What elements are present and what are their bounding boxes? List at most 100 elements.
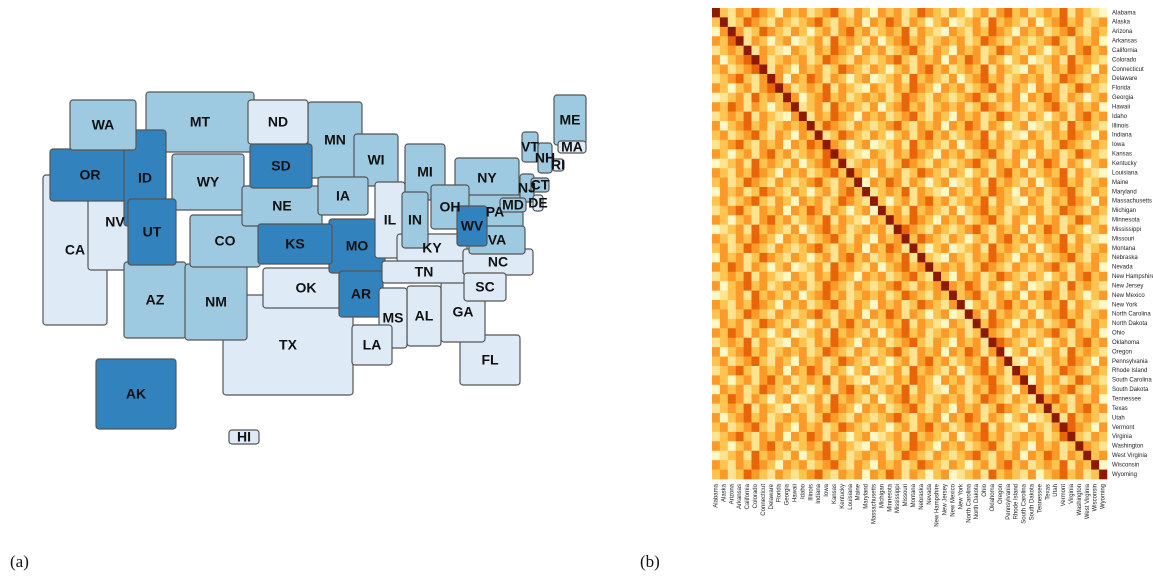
heat-cell xyxy=(972,365,981,376)
heat-cell xyxy=(767,375,776,386)
heat-cell xyxy=(814,55,823,65)
heat-cell xyxy=(838,55,847,65)
heat-cell xyxy=(1099,300,1108,310)
heat-cell xyxy=(1075,196,1084,207)
heat-cell xyxy=(870,177,879,188)
state-label: MA xyxy=(561,139,583,155)
heat-cell xyxy=(862,130,871,141)
heat-cell xyxy=(1051,36,1060,46)
heat-cell xyxy=(838,168,847,178)
heat-cell xyxy=(1028,83,1037,94)
heat-cell xyxy=(988,130,997,141)
heat-cell xyxy=(719,403,729,414)
row-label: Georgia xyxy=(1112,95,1134,101)
heat-cell xyxy=(893,422,902,433)
heat-cell xyxy=(814,262,823,273)
heat-cell xyxy=(1059,328,1068,338)
heat-cell xyxy=(719,290,729,301)
heat-cell xyxy=(743,121,752,131)
heat-cell xyxy=(822,337,831,348)
heat-cell xyxy=(1075,102,1084,112)
heat-cell xyxy=(1099,328,1108,338)
heat-cell xyxy=(925,365,934,376)
heat-cell xyxy=(1004,92,1013,103)
heat-cell xyxy=(1059,45,1068,56)
heat-cell xyxy=(1004,403,1013,414)
heat-cell xyxy=(949,431,958,442)
heat-cell xyxy=(846,337,855,348)
row-label: Kentucky xyxy=(1112,161,1137,167)
heat-cell xyxy=(783,234,792,244)
heat-cell xyxy=(727,290,736,301)
heat-cell xyxy=(972,234,981,244)
heat-cell xyxy=(964,441,973,452)
heat-cell xyxy=(727,168,736,178)
heat-cell xyxy=(933,186,942,197)
heat-cell xyxy=(719,337,729,348)
heat-cell xyxy=(933,318,942,329)
heat-cell xyxy=(806,290,815,301)
heat-cell xyxy=(830,177,839,188)
row-label: Massachusetts xyxy=(1112,199,1152,205)
heat-cell xyxy=(1099,205,1108,216)
state xyxy=(551,158,565,172)
state-label: NC xyxy=(488,254,508,270)
heat-cell xyxy=(791,186,800,197)
heat-cell xyxy=(1099,337,1108,348)
heat-cell xyxy=(719,83,729,94)
heat-cell xyxy=(727,186,736,197)
heat-cell xyxy=(1028,309,1037,320)
heat-cell xyxy=(956,441,966,452)
heat-cell xyxy=(996,252,1005,263)
heat-cell xyxy=(1091,450,1100,461)
heat-cell xyxy=(893,64,902,75)
heat-cell xyxy=(996,431,1005,442)
heat-cell xyxy=(933,102,942,112)
heat-cell xyxy=(877,252,887,263)
heat-cell xyxy=(814,347,823,357)
heat-cell xyxy=(917,111,926,122)
heat-cell xyxy=(830,318,839,329)
heat-cell xyxy=(917,205,926,216)
heat-cell xyxy=(956,205,966,216)
row-label: Michigan xyxy=(1112,208,1136,214)
heat-cell xyxy=(1075,130,1084,141)
heat-cell xyxy=(1075,460,1084,470)
heat-cell xyxy=(964,8,973,18)
heat-cell xyxy=(1028,17,1037,28)
heat-cell xyxy=(870,83,879,94)
heat-cell xyxy=(838,111,847,122)
heat-cell xyxy=(751,375,760,386)
heat-cell xyxy=(759,92,768,103)
heat-cell xyxy=(893,337,902,348)
heat-cell xyxy=(917,365,926,376)
heat-cell xyxy=(1067,384,1076,395)
heat-cell xyxy=(775,460,784,470)
heat-cell xyxy=(719,130,729,141)
heat-cell xyxy=(719,413,729,423)
heat-cell xyxy=(1091,45,1100,56)
heat-cell xyxy=(925,262,934,273)
heat-cell xyxy=(996,318,1005,329)
heat-cell xyxy=(1059,309,1068,320)
heat-cell xyxy=(956,460,966,470)
heat-cell xyxy=(901,469,910,480)
heat-cell xyxy=(759,356,768,367)
heat-cell xyxy=(1012,83,1021,94)
heat-cell xyxy=(712,281,721,291)
heat-cell xyxy=(743,300,752,310)
heat-cell xyxy=(814,121,823,131)
heat-cell xyxy=(972,139,981,150)
heat-cell xyxy=(893,36,902,46)
heat-cell xyxy=(862,460,871,470)
heat-cell xyxy=(870,243,879,254)
heat-cell xyxy=(1099,45,1108,56)
heat-cell xyxy=(822,271,831,282)
heat-cell xyxy=(893,290,902,301)
heat-cell xyxy=(1028,262,1037,273)
heat-cell xyxy=(893,224,902,235)
heat-cell xyxy=(846,300,855,310)
heat-cell xyxy=(885,111,894,122)
heat-cell xyxy=(1012,168,1021,178)
heat-cell xyxy=(980,281,989,291)
